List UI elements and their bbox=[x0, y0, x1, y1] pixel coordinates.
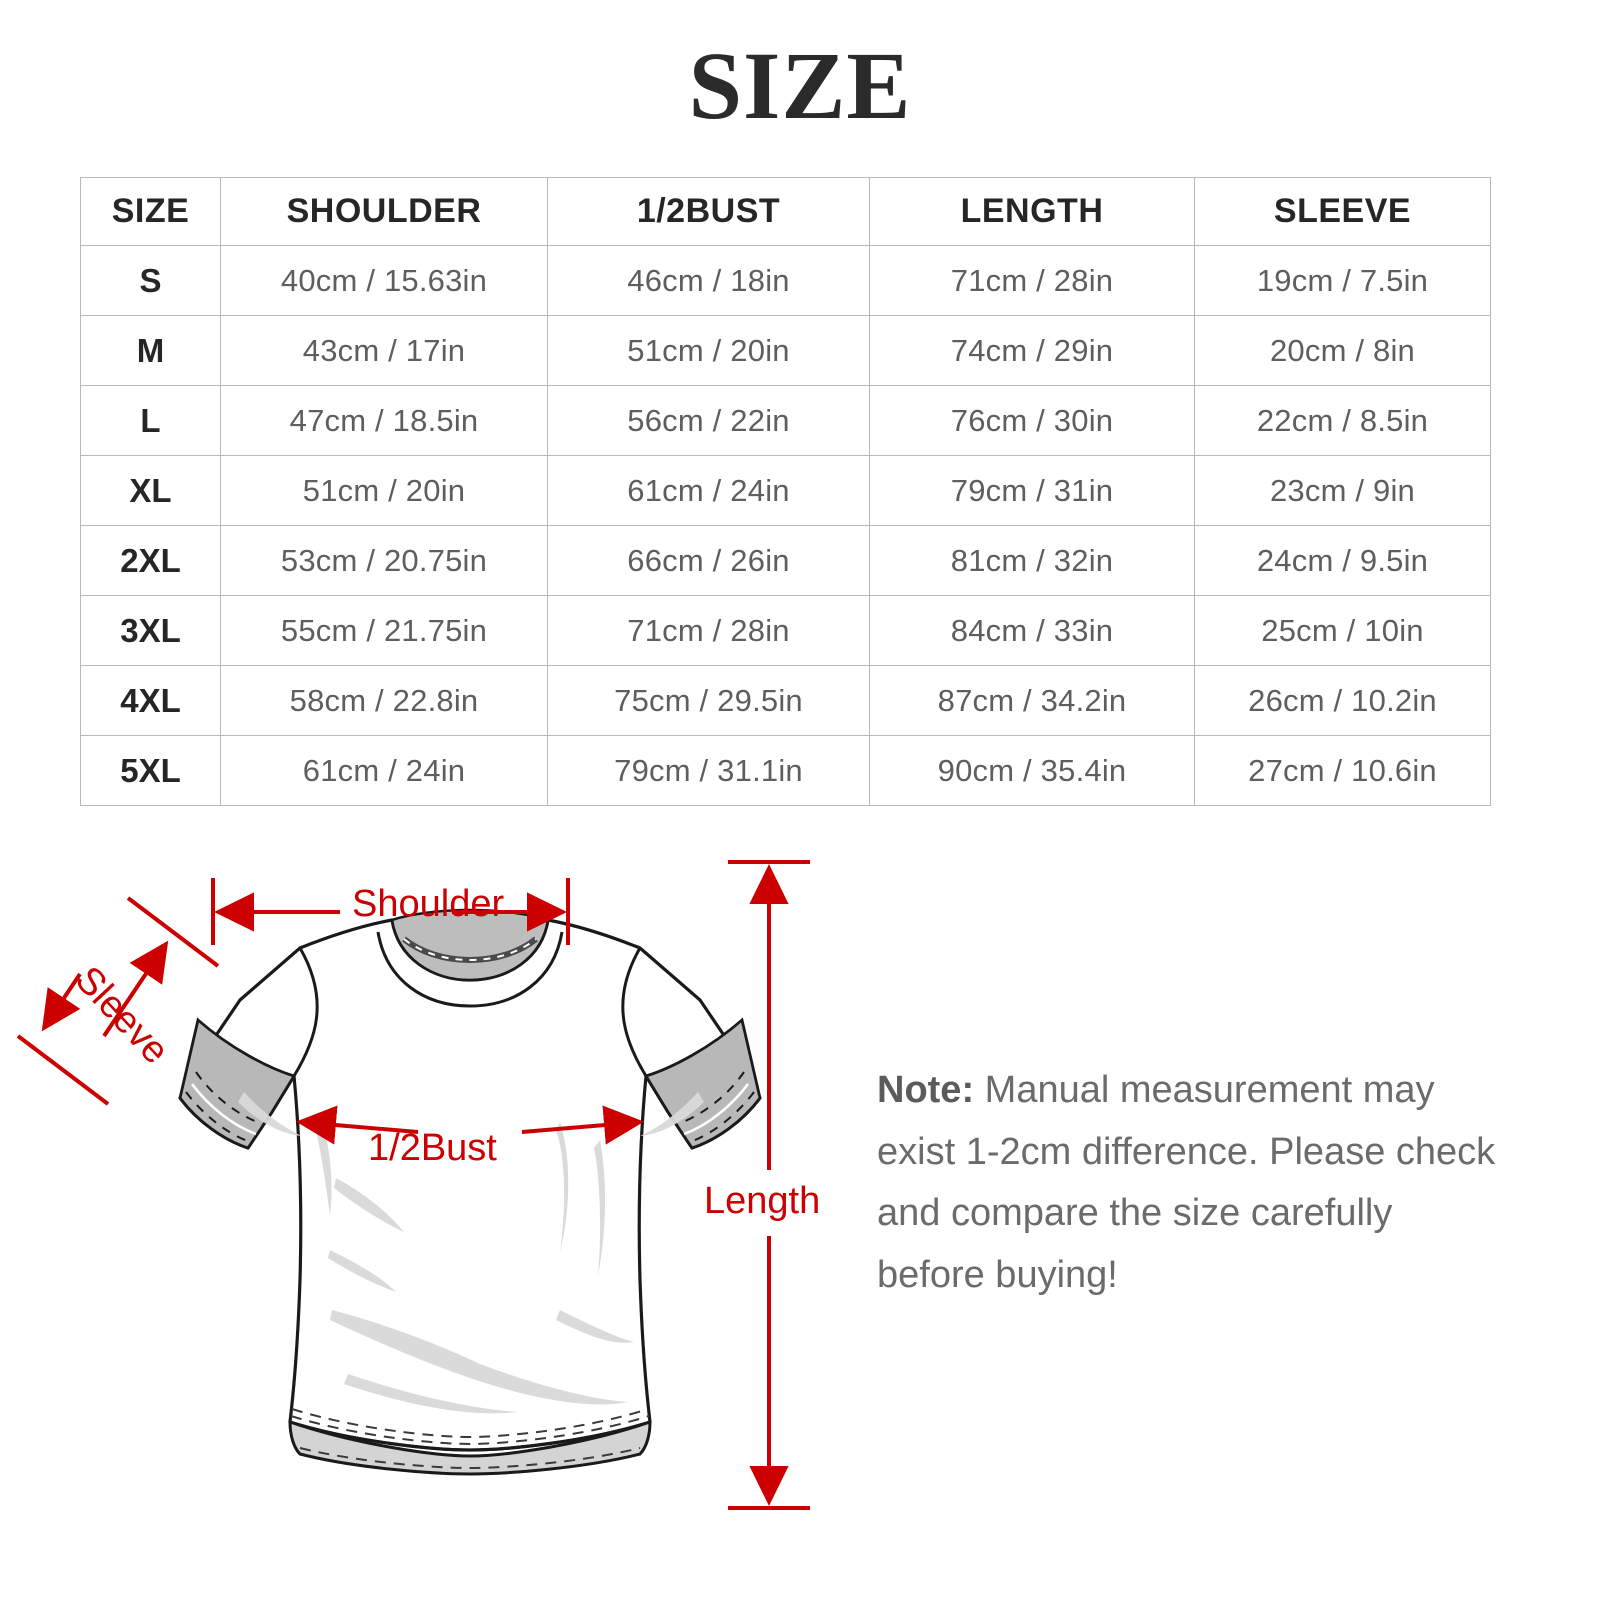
cell-bust: 61cm / 24in bbox=[547, 455, 870, 526]
cell-shoulder: 43cm / 17in bbox=[220, 315, 548, 386]
cell-sleeve: 20cm / 8in bbox=[1194, 315, 1491, 386]
table-row: L 47cm / 18.5in 56cm / 22in 76cm / 30in … bbox=[80, 385, 1491, 456]
cell-length: 79cm / 31in bbox=[869, 455, 1195, 526]
cell-length: 87cm / 34.2in bbox=[869, 665, 1195, 736]
tshirt-body bbox=[178, 908, 762, 1476]
column-header-sleeve: SLEEVE bbox=[1194, 177, 1491, 246]
label-shoulder: Shoulder bbox=[352, 883, 505, 925]
table-row: S 40cm / 15.63in 46cm / 18in 71cm / 28in… bbox=[80, 245, 1491, 316]
cell-size: XL bbox=[80, 455, 221, 526]
cell-length: 84cm / 33in bbox=[869, 595, 1195, 666]
cell-length: 71cm / 28in bbox=[869, 245, 1195, 316]
cell-length: 76cm / 30in bbox=[869, 385, 1195, 456]
cell-shoulder: 51cm / 20in bbox=[220, 455, 548, 526]
table-row: M 43cm / 17in 51cm / 20in 74cm / 29in 20… bbox=[80, 315, 1491, 386]
cell-bust: 75cm / 29.5in bbox=[547, 665, 870, 736]
table-row: 5XL 61cm / 24in 79cm / 31.1in 90cm / 35.… bbox=[80, 735, 1491, 806]
cell-sleeve: 23cm / 9in bbox=[1194, 455, 1491, 526]
label-length: Length bbox=[704, 1180, 821, 1222]
cell-bust: 66cm / 26in bbox=[547, 525, 870, 596]
note-block: Note: Manual measurement may exist 1-2cm… bbox=[877, 1060, 1502, 1306]
cell-size: 3XL bbox=[80, 595, 221, 666]
cell-bust: 71cm / 28in bbox=[547, 595, 870, 666]
cell-length: 74cm / 29in bbox=[869, 315, 1195, 386]
measurement-diagram bbox=[0, 840, 860, 1580]
cell-size: 4XL bbox=[80, 665, 221, 736]
cell-size: 2XL bbox=[80, 525, 221, 596]
table-header-row: SIZE SHOULDER 1/2BUST LENGTH SLEEVE bbox=[80, 177, 1491, 246]
cell-shoulder: 53cm / 20.75in bbox=[220, 525, 548, 596]
cell-shoulder: 47cm / 18.5in bbox=[220, 385, 548, 456]
note-text: Manual measurement may exist 1-2cm diffe… bbox=[877, 1069, 1496, 1296]
cell-size: L bbox=[80, 385, 221, 456]
tshirt-illustration bbox=[16, 860, 810, 1510]
table-row: 3XL 55cm / 21.75in 71cm / 28in 84cm / 33… bbox=[80, 595, 1491, 666]
column-header-bust: 1/2BUST bbox=[547, 177, 870, 246]
cell-size: S bbox=[80, 245, 221, 316]
cell-length: 81cm / 32in bbox=[869, 525, 1195, 596]
table-row: 2XL 53cm / 20.75in 66cm / 26in 81cm / 32… bbox=[80, 525, 1491, 596]
cell-shoulder: 58cm / 22.8in bbox=[220, 665, 548, 736]
column-header-shoulder: SHOULDER bbox=[220, 177, 548, 246]
cell-size: 5XL bbox=[80, 735, 221, 806]
cell-sleeve: 22cm / 8.5in bbox=[1194, 385, 1491, 456]
column-header-size: SIZE bbox=[80, 177, 221, 246]
cell-bust: 46cm / 18in bbox=[547, 245, 870, 316]
cell-sleeve: 25cm / 10in bbox=[1194, 595, 1491, 666]
table-row: XL 51cm / 20in 61cm / 24in 79cm / 31in 2… bbox=[80, 455, 1491, 526]
cell-size: M bbox=[80, 315, 221, 386]
cell-shoulder: 40cm / 15.63in bbox=[220, 245, 548, 316]
table-row: 4XL 58cm / 22.8in 75cm / 29.5in 87cm / 3… bbox=[80, 665, 1491, 736]
size-table: SIZE SHOULDER 1/2BUST LENGTH SLEEVE S 40… bbox=[80, 177, 1491, 806]
note-prefix: Note: bbox=[877, 1069, 975, 1111]
cell-sleeve: 27cm / 10.6in bbox=[1194, 735, 1491, 806]
cell-sleeve: 19cm / 7.5in bbox=[1194, 245, 1491, 316]
cell-bust: 79cm / 31.1in bbox=[547, 735, 870, 806]
cell-bust: 56cm / 22in bbox=[547, 385, 870, 456]
cell-sleeve: 26cm / 10.2in bbox=[1194, 665, 1491, 736]
column-header-length: LENGTH bbox=[869, 177, 1195, 246]
cell-bust: 51cm / 20in bbox=[547, 315, 870, 386]
page-title: SIZE bbox=[688, 32, 912, 139]
cell-shoulder: 61cm / 24in bbox=[220, 735, 548, 806]
cell-sleeve: 24cm / 9.5in bbox=[1194, 525, 1491, 596]
measurement-arrows bbox=[16, 860, 810, 1510]
cell-length: 90cm / 35.4in bbox=[869, 735, 1195, 806]
label-half-bust: 1/2Bust bbox=[368, 1127, 497, 1169]
cell-shoulder: 55cm / 21.75in bbox=[220, 595, 548, 666]
